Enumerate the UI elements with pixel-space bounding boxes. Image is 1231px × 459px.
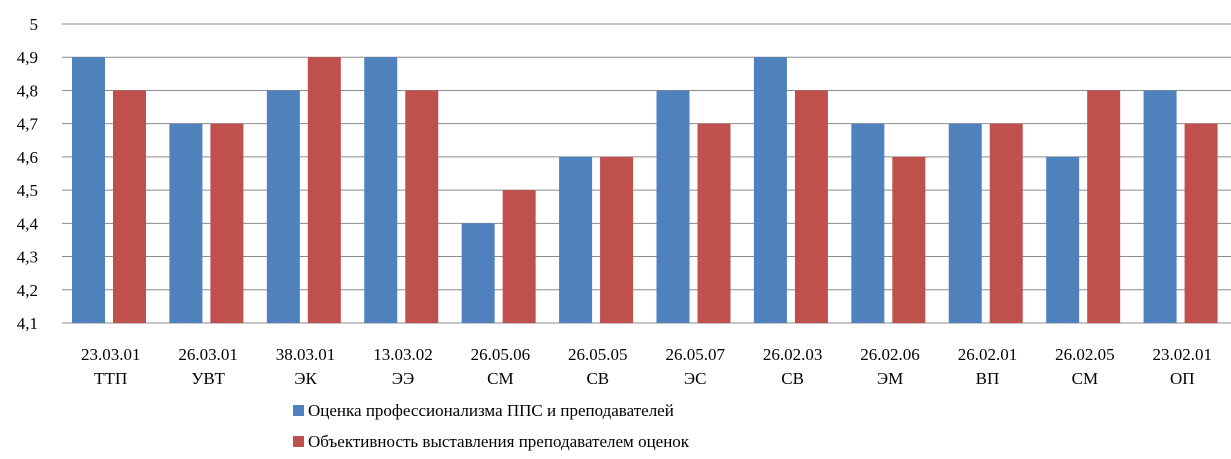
bar-objectivity (210, 123, 244, 324)
y-tick-label: 4,3 (17, 248, 38, 267)
legend-swatch (293, 405, 304, 416)
bar-objectivity (1087, 90, 1121, 323)
x-category-code: 26.02.01 (958, 345, 1018, 364)
x-category-abbr: СМ (1072, 369, 1098, 388)
bar-objectivity (989, 123, 1023, 324)
x-category-code: 23.03.01 (81, 345, 141, 364)
x-category-code: 38.03.01 (276, 345, 336, 364)
bar-objectivity (1184, 123, 1218, 324)
bar-objectivity (697, 123, 731, 324)
bar-professionalism (1046, 156, 1080, 323)
y-tick-label: 5 (30, 15, 39, 34)
x-category-abbr: СМ (487, 369, 513, 388)
y-tick-label: 4,6 (17, 148, 38, 167)
y-axis-tick-labels: 4,1 4,2 4,3 4,4 4,5 4,6 4,7 4,8 4,9 5 (17, 15, 39, 333)
legend-label: Оценка профессионализма ППС и преподават… (308, 401, 674, 420)
x-category-code: 26.02.06 (860, 345, 920, 364)
x-category-abbr: СВ (586, 369, 609, 388)
bar-professionalism (266, 90, 300, 323)
bar-objectivity (405, 90, 439, 323)
bar-professionalism (753, 57, 787, 323)
legend-label: Объективность выставления преподавателем… (308, 432, 690, 451)
x-category-abbr: ОП (1170, 369, 1195, 388)
bar-professionalism (169, 123, 203, 324)
x-category-abbr: ВП (976, 369, 1000, 388)
bars (72, 57, 1218, 324)
gridlines (62, 23, 1231, 324)
x-category-abbr: УВТ (191, 369, 225, 388)
y-tick-label: 4,1 (17, 314, 38, 333)
x-category-code: 26.05.06 (471, 345, 531, 364)
bar-professionalism (461, 223, 495, 323)
y-tick-label: 4,8 (17, 81, 38, 100)
y-tick-label: 4,5 (17, 181, 38, 200)
bar-professionalism (851, 123, 885, 324)
bar-professionalism (364, 57, 398, 323)
x-category-code: 26.02.05 (1055, 345, 1115, 364)
bar-objectivity (113, 90, 146, 323)
x-category-code: 26.02.03 (763, 345, 823, 364)
x-axis-category-labels: 23.03.01 ТТП 26.03.01 УВТ 38.03.01 ЭК 13.03.02… (81, 345, 1212, 388)
y-tick-label: 4,4 (17, 214, 39, 233)
bar-objectivity (502, 190, 536, 323)
legend-swatch (293, 436, 304, 447)
legend: Оценка профессионализма ППС и преподават… (293, 401, 690, 451)
bar-professionalism (1143, 90, 1177, 323)
bar-professionalism (948, 123, 982, 324)
bar-professionalism (656, 90, 690, 323)
x-category-code: 13.03.02 (373, 345, 433, 364)
bar-professionalism (72, 57, 105, 323)
bar-objectivity (600, 156, 634, 323)
x-category-code: 23.02.01 (1153, 345, 1213, 364)
y-tick-label: 4,2 (17, 281, 38, 300)
x-category-abbr: ТТП (94, 369, 127, 388)
y-tick-label: 4,7 (17, 115, 39, 134)
x-category-abbr: ЭС (684, 369, 707, 388)
bar-objectivity (892, 156, 926, 323)
bar-objectivity (307, 57, 341, 323)
x-category-code: 26.03.01 (178, 345, 238, 364)
y-tick-label: 4,9 (17, 48, 38, 67)
x-category-code: 26.05.07 (665, 345, 725, 364)
x-category-abbr: ЭК (294, 369, 317, 388)
x-category-abbr: ЭЭ (392, 369, 414, 388)
bar-objectivity (794, 90, 828, 323)
bar-professionalism (559, 156, 593, 323)
x-category-abbr: СВ (781, 369, 804, 388)
x-category-code: 26.05.05 (568, 345, 628, 364)
x-category-abbr: ЭМ (877, 369, 903, 388)
